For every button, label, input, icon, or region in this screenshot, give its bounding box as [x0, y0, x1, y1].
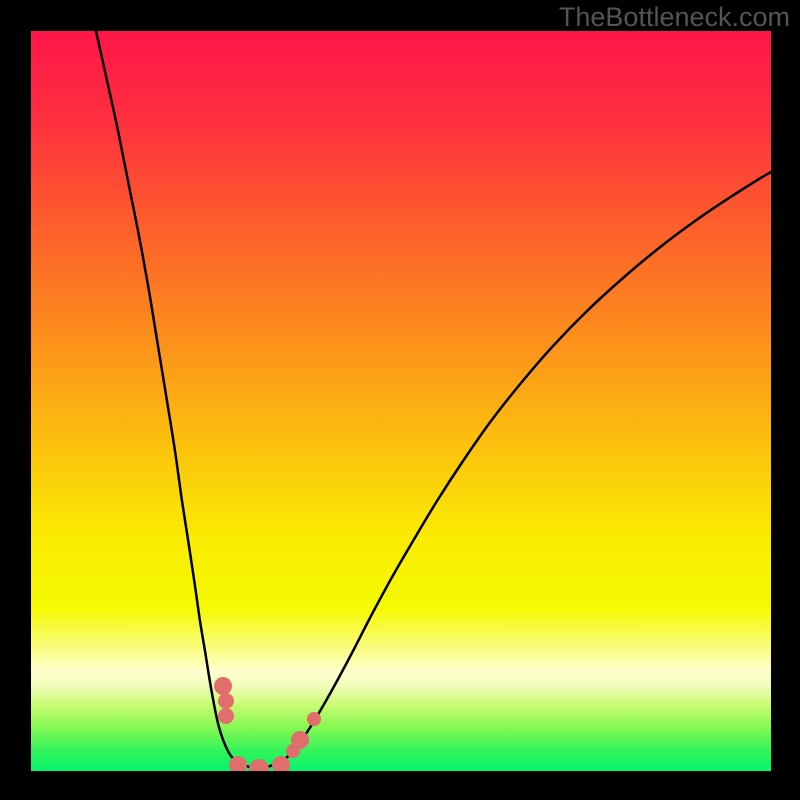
data-point-1: [218, 693, 234, 709]
data-point-2: [218, 708, 234, 724]
plot-svg: [31, 31, 771, 771]
data-point-7: [291, 731, 309, 749]
data-point-8: [307, 712, 321, 726]
plot-area: [31, 31, 771, 771]
watermark-text: TheBottleneck.com: [559, 2, 790, 33]
data-point-0: [214, 677, 232, 695]
gradient-background: [31, 31, 771, 771]
